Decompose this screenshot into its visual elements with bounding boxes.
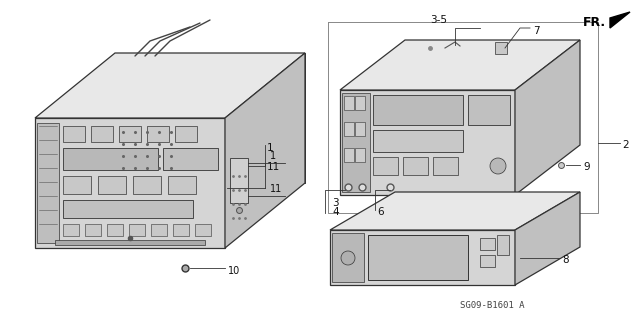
Bar (129, 224, 145, 236)
Bar (195, 224, 211, 236)
Polygon shape (225, 53, 305, 248)
Text: FR.: FR. (583, 16, 606, 28)
Polygon shape (330, 192, 580, 230)
Bar (85, 224, 101, 236)
Bar (63, 176, 91, 194)
Bar (63, 126, 85, 142)
Bar (342, 93, 370, 192)
Bar (373, 157, 398, 175)
Bar (495, 42, 507, 54)
Text: 11: 11 (270, 184, 282, 194)
Bar (332, 233, 364, 282)
Polygon shape (515, 40, 580, 195)
Text: 3-5: 3-5 (430, 15, 447, 25)
Bar (480, 255, 495, 267)
Text: 1: 1 (267, 143, 274, 153)
Bar (403, 157, 428, 175)
Bar (355, 122, 365, 136)
Bar (91, 126, 113, 142)
Bar (147, 126, 169, 142)
Text: 11: 11 (267, 162, 280, 172)
Text: 9: 9 (583, 162, 589, 172)
Bar (344, 122, 354, 136)
Bar (230, 158, 248, 203)
Polygon shape (340, 40, 580, 90)
Text: 10: 10 (228, 266, 240, 276)
Bar (355, 148, 365, 162)
Text: 2: 2 (622, 140, 628, 150)
Bar (63, 200, 193, 218)
Bar (98, 176, 126, 194)
Bar (63, 224, 79, 236)
Polygon shape (35, 53, 305, 118)
Bar (344, 148, 354, 162)
Bar (55, 240, 205, 245)
Bar (168, 176, 196, 194)
Bar (119, 126, 141, 142)
Polygon shape (35, 118, 225, 248)
Polygon shape (610, 12, 630, 28)
Circle shape (490, 158, 506, 174)
Bar (175, 126, 197, 142)
Bar (63, 148, 158, 170)
Bar (163, 148, 218, 170)
Bar (151, 224, 167, 236)
Bar (497, 235, 509, 255)
Bar (37, 123, 59, 243)
Polygon shape (515, 192, 580, 285)
Text: 8: 8 (562, 255, 568, 265)
Text: 6: 6 (377, 207, 383, 217)
Polygon shape (340, 90, 515, 195)
Bar (355, 96, 365, 110)
Bar (133, 176, 161, 194)
Text: 4: 4 (332, 207, 339, 217)
Circle shape (341, 251, 355, 265)
Bar (433, 157, 458, 175)
Bar (373, 95, 463, 125)
Bar (373, 130, 463, 152)
Text: 7: 7 (533, 26, 540, 36)
Text: SG09-B1601 A: SG09-B1601 A (460, 300, 525, 309)
Polygon shape (115, 53, 305, 183)
Bar (344, 96, 354, 110)
Text: 3: 3 (332, 198, 339, 208)
Bar (468, 95, 510, 125)
Bar (107, 224, 123, 236)
Text: 1: 1 (270, 151, 276, 161)
Bar (368, 235, 468, 280)
Bar (173, 224, 189, 236)
Polygon shape (330, 230, 515, 285)
Bar (480, 238, 495, 250)
